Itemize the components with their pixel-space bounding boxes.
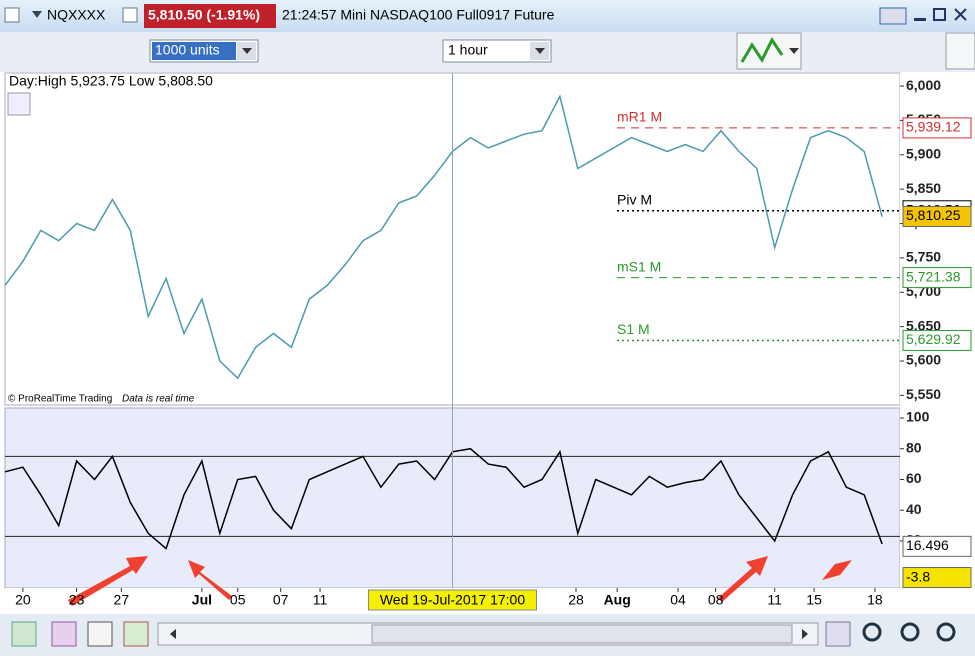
indicator-icon: [740, 37, 784, 63]
x-tick-label: Jul: [192, 592, 212, 608]
tool-icon[interactable]: [11, 621, 37, 647]
units-highlight: [152, 42, 236, 60]
arrow: [789, 48, 799, 54]
arrow: [535, 48, 545, 54]
description: 21:24:57 Mini NASDAQ100 Full0917 Future: [282, 7, 555, 23]
x-tick-label: 15: [806, 592, 822, 608]
indicator-button[interactable]: [736, 32, 802, 70]
refresh-icon[interactable]: [7, 92, 31, 116]
minimize-button[interactable]: [914, 18, 926, 21]
scroll-right[interactable]: [802, 629, 808, 639]
level-value: 5,629.92: [906, 331, 961, 347]
y-tick-label: 5,750: [906, 249, 941, 265]
side-panel-button[interactable]: [945, 32, 975, 70]
x-tick-label: 18: [867, 592, 883, 608]
x-tick-label: 27: [114, 592, 130, 608]
last-label: 5,810.25: [906, 207, 961, 223]
tool-icon[interactable]: [51, 621, 77, 647]
close-button[interactable]: [954, 8, 967, 21]
price-badge: [144, 4, 276, 28]
menu-icon[interactable]: [4, 7, 20, 23]
x-tick-label: 08: [708, 592, 724, 608]
zoom-out[interactable]: [900, 622, 920, 642]
y-tick-label: 100: [906, 409, 930, 425]
annotation-arrows: [68, 556, 852, 606]
timeframe-select[interactable]: [442, 39, 552, 63]
y-tick-label: 6,000: [906, 77, 941, 93]
timeframe-value: 1 hour: [448, 42, 488, 58]
y-tick-label: 40: [906, 501, 922, 517]
signal-label: -3.8: [906, 568, 930, 584]
level-name: mS1 M: [617, 258, 661, 274]
maximize-button[interactable]: [933, 8, 946, 21]
x-tick-label: 04: [670, 592, 686, 608]
level-value: 5,939.12: [906, 119, 961, 135]
scroll-left[interactable]: [170, 629, 176, 639]
y-tick-label: 5,850: [906, 180, 941, 196]
chart-title: Day:High 5,923.75 Low 5,808.50: [9, 73, 213, 89]
level-name: Piv M: [617, 191, 652, 207]
y-tick-label: 5,550: [906, 386, 941, 402]
y-tick-label: 5,600: [906, 352, 941, 368]
level-badge: [902, 329, 972, 351]
dropdown-arrow[interactable]: [32, 11, 42, 18]
zoom-auto[interactable]: [862, 622, 882, 642]
level-name: S1 M: [617, 321, 650, 337]
tool-icon[interactable]: [825, 621, 851, 647]
series-line: [4, 447, 883, 550]
tool-icon[interactable]: [123, 621, 149, 647]
x-tick-label: Aug: [604, 592, 631, 608]
level-badge: [902, 267, 972, 289]
realtime-note: Data is real time: [122, 394, 195, 405]
signal-badge: [902, 567, 972, 589]
list-button[interactable]: [879, 7, 907, 25]
x-tick-label: 11: [313, 592, 328, 608]
x-tick-label: 05: [230, 592, 246, 608]
x-tick-label: 07: [273, 592, 289, 608]
last-label: 16.496: [906, 537, 949, 553]
y-tick-label: 5,900: [906, 146, 941, 162]
price: 5,810.50 (-1.91%): [148, 7, 260, 23]
arrow: [242, 48, 252, 54]
level-badge: [902, 117, 972, 139]
units-value: 1000 units: [155, 42, 220, 58]
last-badge: [902, 205, 972, 227]
y-tick-label: 80: [906, 439, 922, 455]
x-tick-label: 11: [767, 592, 782, 608]
cursor-label: Wed 19-Jul-2017 17:00: [380, 592, 525, 608]
x-tick-label: 20: [15, 592, 31, 608]
tool-icon[interactable]: [87, 621, 113, 647]
level-value: 5,721.38: [906, 268, 961, 284]
symbol: NQXXXX: [47, 7, 106, 23]
x-tick-label: 28: [568, 592, 584, 608]
series-line: [4, 94, 883, 380]
y-tick-label: 5,650: [906, 317, 941, 333]
scrollbar-thumb[interactable]: [371, 624, 793, 644]
info-icon[interactable]: [122, 7, 138, 23]
last-badge: [902, 535, 972, 557]
level-name: mR1 M: [617, 109, 662, 125]
cursor-badge: [368, 589, 537, 611]
y-tick-label: 60: [906, 470, 922, 486]
x-tick-label: 23: [69, 592, 85, 608]
zoom-in[interactable]: [936, 622, 956, 642]
copyright: © ProRealTime Trading: [8, 394, 112, 405]
